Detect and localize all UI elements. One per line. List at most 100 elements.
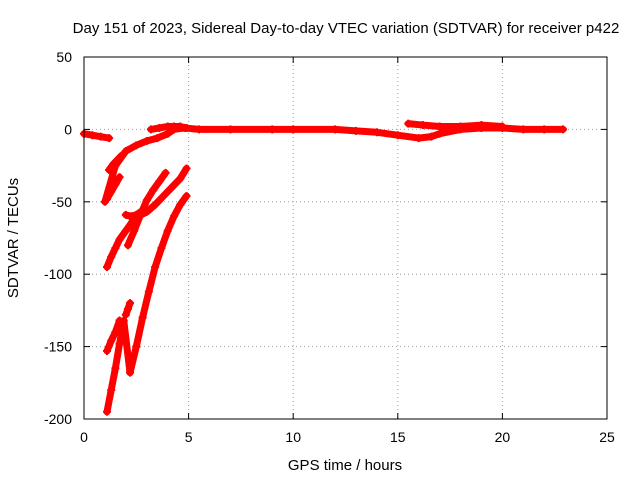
y-axis-label: SDTVAR / TECUs [5,178,22,298]
x-tick-label: 20 [495,429,511,445]
data-point [103,194,112,203]
series-arc-3 [103,192,191,416]
y-tick-label: -150 [44,339,72,355]
data-point [498,122,507,131]
data-point [151,200,160,209]
data-point [142,196,151,205]
x-axis-ticks: 0 5 10 15 20 25 [80,57,615,445]
data-point [105,165,114,174]
data-point [107,336,116,345]
data-point [123,241,132,250]
data-point [115,316,124,325]
series-upper-segment [146,122,191,134]
data-point [109,160,118,169]
x-tick-label: 25 [599,429,615,445]
data-point [195,125,204,134]
data-point [121,226,130,235]
series-arc-4 [103,316,124,355]
data-point [105,134,114,143]
data-point [146,125,155,134]
y-tick-label: -50 [52,194,72,210]
data-point [435,122,444,131]
data-point [117,151,126,160]
series-arc-7 [105,151,126,174]
data-point [142,136,151,145]
data-point [167,183,176,192]
data-point [151,262,160,271]
data-point [132,141,141,150]
data-point [559,125,568,134]
series-trace [80,130,113,142]
data-point [169,212,178,221]
series-arc-6 [103,173,124,203]
data-point [96,132,105,141]
data-point [404,119,413,128]
data-point [176,174,185,183]
data-point [111,328,120,337]
x-tick-label: 10 [285,429,301,445]
data-point [107,187,116,196]
data-point [138,313,147,322]
data-point [159,192,168,201]
data-point [121,310,130,319]
series-trace [101,124,567,206]
data-point [121,147,130,156]
grid [84,57,607,419]
data-point [182,123,191,132]
y-axis-ticks: 50 0 -50 -100 -150 -200 [44,49,607,427]
data-point [351,126,360,135]
series-rise-to-zero [100,123,568,206]
data-point [111,180,120,189]
data-point [163,129,172,138]
data-point [289,125,298,134]
y-tick-label: -100 [44,266,72,282]
data-point [414,134,423,143]
series-trace [103,317,124,355]
data-point [126,299,135,308]
series-trace [103,192,191,416]
data-point [103,262,112,271]
data-point [226,125,235,134]
data-point [123,304,132,313]
series-main [80,129,114,143]
y-tick-label: -200 [44,411,72,427]
data-point [153,134,162,143]
data-point [126,212,135,221]
data-point [103,407,112,416]
data-point [155,177,164,186]
y-tick-label: 0 [64,121,72,137]
data-point [115,173,124,182]
data-point [132,210,141,219]
data-point [107,386,116,395]
series-late-upper [404,119,507,131]
data-point [130,226,139,235]
series-layer [80,119,568,416]
data-point [372,128,381,137]
data-point [393,131,402,140]
data-point [88,131,97,140]
data-point [107,252,116,261]
data-point [519,125,528,134]
x-axis-label: GPS time / hours [288,457,402,474]
chart-title: Day 151 of 2023, Sidereal Day-to-day VTE… [73,20,620,37]
series-trace [103,173,124,203]
data-point [126,368,135,377]
data-point [103,346,112,355]
series-arc-8 [121,206,147,221]
plot-frame [83,56,608,420]
data-point [155,123,164,132]
data-point [268,125,277,134]
data-point [435,129,444,138]
data-point [144,287,153,296]
data-point [418,121,427,130]
data-point [111,364,120,373]
data-point [121,210,130,219]
data-point [182,192,191,201]
y-tick-label: 50 [56,49,72,65]
data-point [149,186,158,195]
data-point [176,122,185,131]
data-point [113,155,122,164]
data-point [477,121,486,130]
data-point [132,342,141,351]
